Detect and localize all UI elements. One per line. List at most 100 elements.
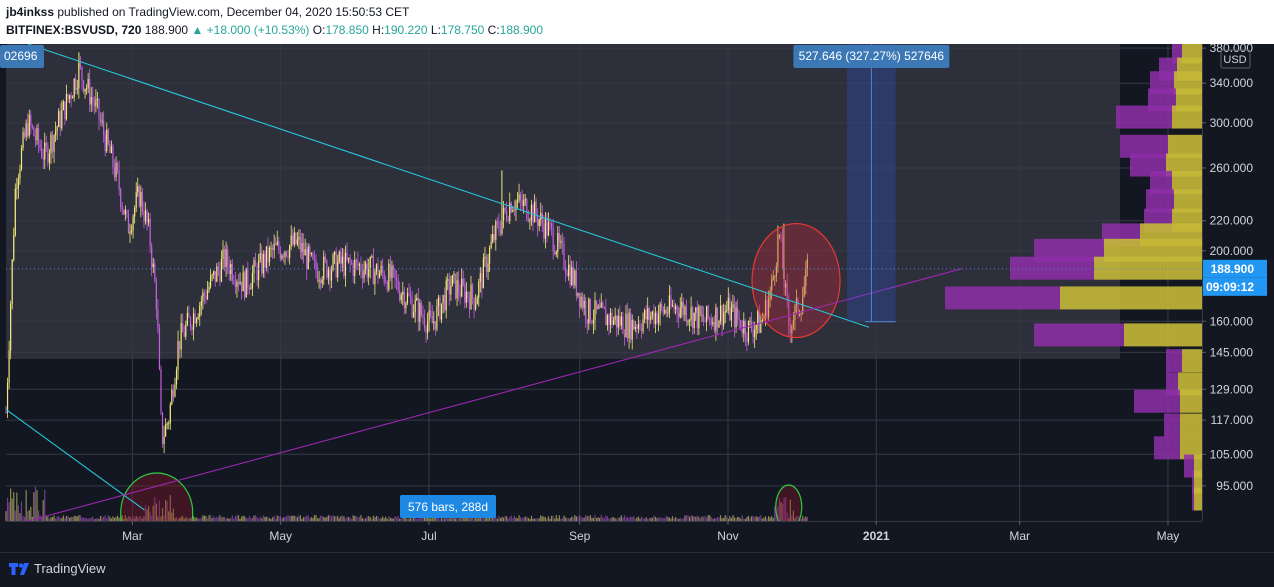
candle-body — [626, 313, 629, 339]
candle-body — [344, 252, 347, 276]
candle-body — [791, 325, 793, 334]
candle-body — [464, 284, 466, 303]
symbol-name[interactable]: BITFINEX:BSVUSD, 720 — [6, 23, 142, 37]
volume-bar — [287, 515, 289, 521]
candle-body — [744, 321, 746, 338]
volume-bar — [444, 518, 446, 521]
volume-bar — [630, 516, 632, 521]
tradingview-brand[interactable]: TradingView — [34, 561, 106, 576]
volume-bar — [747, 515, 750, 521]
volume-bar — [631, 517, 633, 521]
candle-body — [675, 306, 677, 310]
volume-bar — [448, 518, 450, 521]
candle-body — [259, 252, 261, 261]
volume-bar — [527, 517, 529, 521]
candle-body — [134, 207, 136, 217]
volume-bar — [436, 516, 438, 521]
author-name[interactable]: jb4inkss — [6, 5, 55, 19]
volume-bar — [743, 518, 745, 521]
volume-bar — [688, 516, 691, 521]
candle-body — [107, 129, 109, 144]
y-tick-label: 200.000 — [1210, 244, 1254, 258]
volume-bar — [62, 515, 64, 521]
candle-body — [8, 350, 10, 383]
volume-bar — [733, 517, 736, 521]
volume-bar — [64, 518, 66, 521]
volume-bar — [723, 517, 725, 521]
candle-body — [192, 313, 195, 330]
candle-body — [730, 307, 732, 321]
candle-body — [554, 251, 556, 255]
volume-bar — [613, 517, 615, 521]
candle-body — [520, 194, 522, 201]
volume-bar — [450, 515, 452, 521]
candle-body — [197, 316, 199, 319]
candle-body — [251, 272, 254, 289]
volume-bar — [166, 501, 168, 521]
candle-body — [321, 279, 323, 284]
volume-bar — [575, 516, 577, 521]
volume-bar — [459, 516, 461, 521]
candle-body — [780, 234, 782, 238]
volume-bar — [123, 518, 125, 521]
volume-bar — [338, 518, 340, 521]
volume-bar — [423, 515, 426, 521]
candle-body — [527, 219, 529, 222]
volume-profile-up — [1174, 189, 1202, 213]
volume-bar — [537, 518, 539, 521]
candle-body — [546, 217, 548, 236]
volume-bar — [196, 517, 198, 521]
volume-bar — [28, 510, 30, 521]
candle-body — [521, 200, 523, 206]
volume-bar — [41, 516, 43, 521]
candle-body — [402, 291, 404, 295]
candle-body — [163, 436, 165, 444]
candle-body — [735, 307, 737, 328]
price-chart[interactable]: 527.646 (327.27%) 527646 02696 576 bars, 2… — [0, 44, 1274, 552]
candle-body — [574, 270, 576, 286]
volume-bar — [380, 518, 382, 521]
volume-bar — [25, 490, 27, 521]
candle-body — [360, 264, 362, 273]
volume-bar — [30, 506, 32, 521]
candle-body — [613, 319, 615, 325]
candle-body — [135, 192, 137, 208]
candle-body — [378, 273, 381, 279]
volume-bar — [366, 516, 368, 521]
volume-bar — [151, 516, 153, 521]
candle-body — [303, 242, 305, 256]
candle-body — [409, 295, 412, 298]
candle-body — [307, 246, 309, 270]
candle-body — [738, 318, 740, 321]
candle-body — [481, 273, 483, 289]
candle-body — [143, 211, 145, 222]
volume-bar — [403, 515, 405, 521]
volume-bar — [651, 517, 653, 521]
candle-body — [313, 259, 316, 261]
volume-profile-up — [1124, 323, 1202, 347]
volume-bar — [794, 517, 796, 521]
candle-body — [92, 96, 94, 102]
candle-body — [78, 63, 80, 89]
candles — [5, 56, 808, 454]
volume-bar — [518, 515, 520, 521]
candle-body — [580, 296, 582, 307]
candle-body — [778, 234, 781, 236]
candle-body — [582, 296, 584, 309]
volume-bar — [146, 509, 148, 521]
volume-bar — [495, 516, 497, 521]
volume-bar — [464, 515, 466, 521]
candle-body — [806, 259, 808, 268]
candle-body — [673, 305, 675, 310]
candle-body — [355, 259, 357, 261]
volume-bar — [160, 516, 162, 521]
candle-body — [361, 272, 364, 279]
candle-body — [620, 316, 622, 326]
candle-body — [169, 404, 171, 424]
candle-body — [644, 309, 646, 320]
candle-body — [123, 209, 125, 215]
candle-body — [223, 248, 226, 268]
candle-body — [394, 269, 396, 279]
candle-body — [61, 110, 63, 129]
symbol-info: BITFINEX:BSVUSD, 720 188.900 ▲ +18.000 (… — [6, 23, 543, 37]
